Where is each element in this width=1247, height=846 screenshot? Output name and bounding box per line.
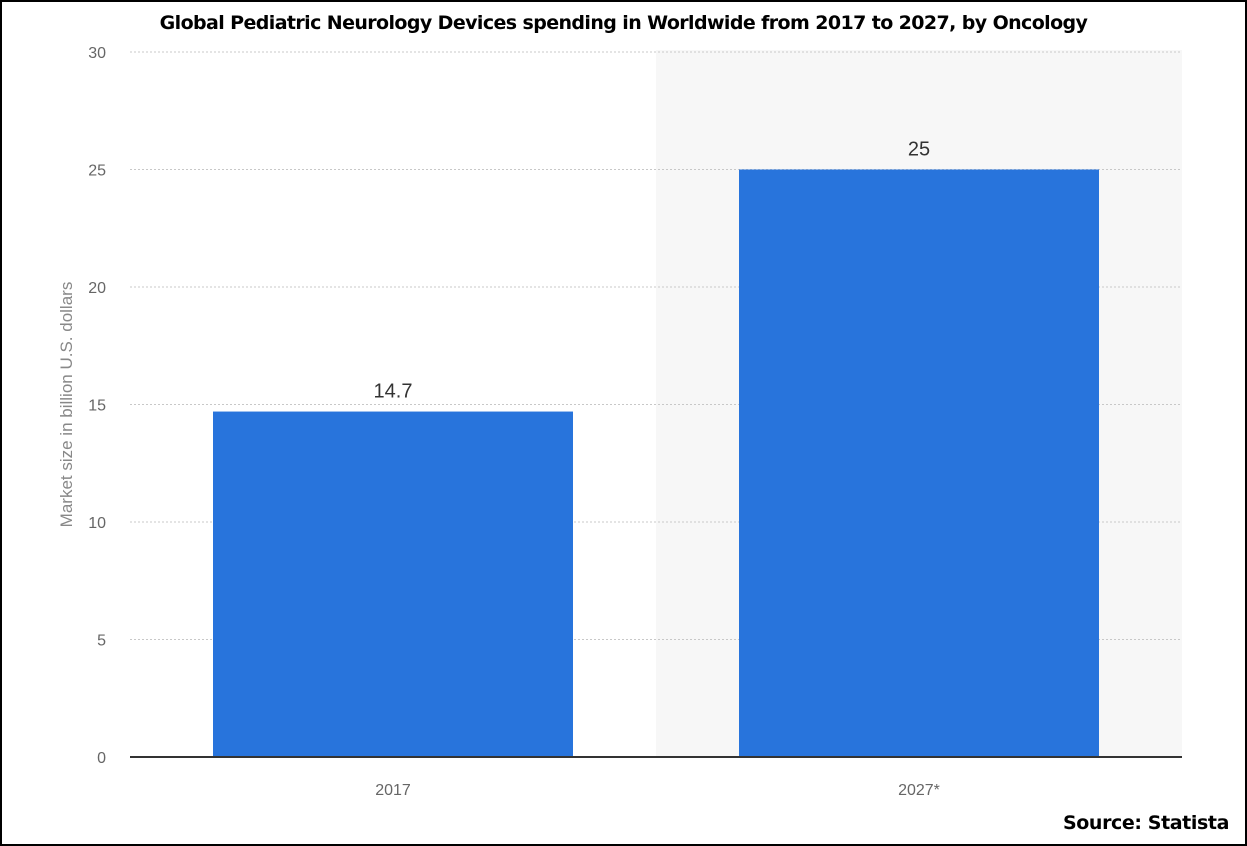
- data-label: 25: [908, 139, 930, 161]
- y-tick-label: 5: [97, 633, 106, 650]
- bar-2027: [739, 169, 1099, 757]
- y-tick-label: 30: [88, 45, 106, 62]
- bar-2017: [213, 411, 573, 757]
- y-tick-label: 0: [97, 750, 106, 767]
- y-axis-title: Market size in billion U.S. dollars: [57, 282, 76, 528]
- chart-title: Global Pediatric Neurology Devices spend…: [159, 12, 1088, 34]
- x-tick-label: 2017: [375, 782, 411, 799]
- y-tick-label: 20: [88, 280, 106, 297]
- y-tick-label: 15: [88, 398, 106, 415]
- x-tick-label: 2027*: [898, 782, 940, 799]
- data-label: 14.7: [374, 381, 413, 403]
- source-note: Source: Statista: [1063, 812, 1229, 834]
- y-tick-label: 25: [88, 163, 106, 180]
- y-tick-label: 10: [88, 515, 106, 532]
